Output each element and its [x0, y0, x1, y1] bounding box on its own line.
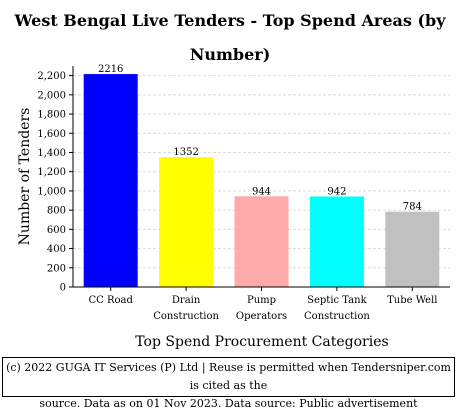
y-axis: 0 200 400 600 800 1,000 1,200 1,400 1,600 1,800 2,… [37, 66, 74, 294]
bar-value-label: 942 [327, 186, 346, 197]
bar [234, 196, 289, 287]
bar [385, 211, 440, 287]
y-tick-label: 400 [47, 244, 66, 255]
y-tick-label: 2,000 [37, 90, 66, 101]
bar-value-label: 1352 [173, 147, 198, 158]
chart-title-line1: West Bengal Live Tenders - Top Spend Are… [14, 11, 446, 30]
y-tick-label: 1,800 [37, 110, 66, 121]
x-tick-label: CC Road [88, 295, 133, 306]
x-tick-label: Septic Tank [307, 295, 367, 306]
bar [159, 157, 214, 287]
y-tick-label: 1,000 [37, 186, 66, 197]
x-tick-label: Construction [304, 311, 370, 322]
footer-credit: (c) 2022 GUGA IT Services (P) Ltd | Reus… [2, 357, 455, 410]
x-tick-label: Pump [247, 295, 276, 306]
y-tick-label: 1,400 [37, 148, 66, 159]
y-tick-label: 1,200 [37, 167, 66, 178]
x-axis: CC Road Drain Construction Pump Operators Sep… [73, 286, 450, 322]
y-tick-label: 200 [47, 263, 66, 274]
chart-title-line2: Number) [189, 45, 271, 64]
bars: 2216 1352 944 942 784 [83, 64, 440, 287]
x-tick-label: Tube Well [387, 295, 437, 306]
y-tick-label: 1,600 [37, 129, 66, 140]
bar-value-label: 944 [252, 186, 271, 197]
y-axis-label: Number of Tenders [17, 108, 33, 246]
y-tick-label: 800 [47, 206, 66, 217]
y-tick-label: 600 [47, 225, 66, 236]
bar-chart: 0 200 400 600 800 1,000 1,200 1,400 1,600 1,800 2,… [17, 64, 450, 350]
chart-title: West Bengal Live Tenders - Top Spend Are… [0, 4, 460, 72]
bar-value-label: 2216 [98, 64, 123, 75]
footer-line1: (c) 2022 GUGA IT Services (P) Ltd | Reus… [6, 361, 451, 392]
x-tick-label: Construction [153, 311, 219, 322]
bar-value-label: 784 [403, 202, 422, 213]
bar [309, 196, 364, 287]
y-tick-label: 2,200 [37, 71, 66, 82]
x-axis-label: Top Spend Procurement Categories [135, 334, 388, 350]
y-tick-label: 0 [60, 283, 66, 294]
bar [83, 74, 138, 287]
footer-line2: source. Data as on 01 Nov 2023. Data sou… [39, 397, 418, 410]
x-tick-label: Operators [236, 311, 287, 322]
x-tick-label: Drain [172, 295, 201, 306]
